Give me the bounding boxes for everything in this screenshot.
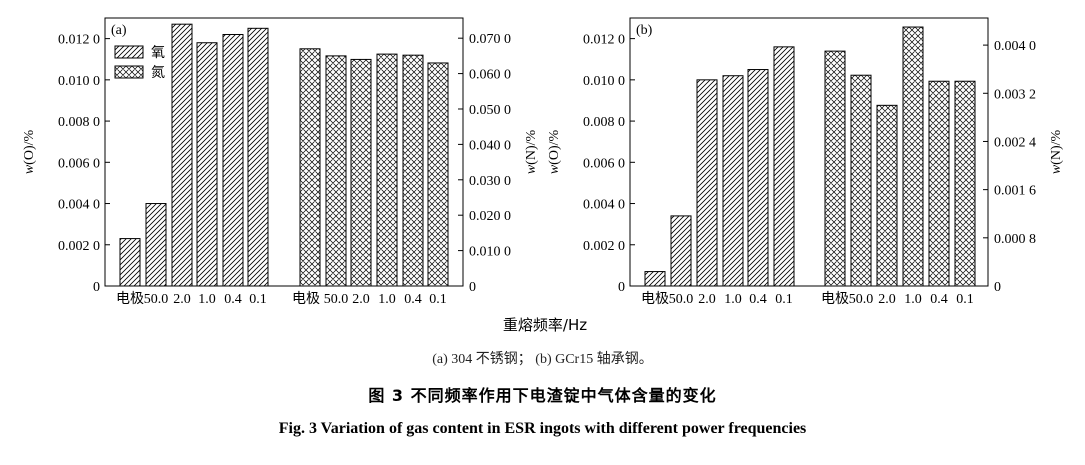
panel-label: (a) xyxy=(111,23,127,38)
legend-label-oxygen: 氧 xyxy=(151,45,165,61)
legend-swatch-oxygen xyxy=(114,45,144,59)
chart-panel-b: 0 0.002 0 0.004 0 0.006 0 0.008 0 0.010 0 0.01… xyxy=(547,17,1064,307)
bar-nitrogen xyxy=(954,80,976,287)
y-tick-label-left: 0.006 0 xyxy=(58,156,100,171)
y-tick-label-left: 0.010 0 xyxy=(583,74,625,89)
figure: 0 0.002 0 0.004 0 0.006 0 0.008 0 0.010 0 0.01… xyxy=(22,17,1064,334)
y-axis-title-right: w(N)/% xyxy=(524,130,539,175)
legend-label-nitrogen: 氮 xyxy=(151,65,165,81)
x-tick-label: 1.0 xyxy=(378,292,396,307)
y-tick-label-right: 0.050 0 xyxy=(469,103,511,118)
bar-oxygen xyxy=(196,42,218,287)
x-tick-label: 1.0 xyxy=(724,292,742,307)
x-tick-label: 电极 xyxy=(116,291,144,307)
x-tick-label: 0.4 xyxy=(404,292,422,307)
x-tick-label: 0.1 xyxy=(775,292,793,307)
y-tick-label-right: 0.030 0 xyxy=(469,174,511,189)
bar-nitrogen xyxy=(325,55,347,287)
y-tick-label-right: 0.060 0 xyxy=(469,68,511,83)
bar-nitrogen xyxy=(876,104,898,287)
y-tick-label-right: 0.002 4 xyxy=(994,135,1036,150)
y-tick-label-right: 0 xyxy=(994,280,1001,295)
x-tick-label: 2.0 xyxy=(352,292,370,307)
x-tick-label: 0.1 xyxy=(249,292,267,307)
x-tick-label: 50.0 xyxy=(324,292,349,307)
bar-nitrogen xyxy=(299,48,321,287)
y-tick-label-left: 0.010 0 xyxy=(58,74,100,89)
legend-swatch-nitrogen xyxy=(114,65,144,79)
bar-oxygen xyxy=(747,69,769,287)
y-tick-label-right: 0.010 0 xyxy=(469,245,511,260)
panel-label: (b) xyxy=(636,23,653,38)
bar-oxygen xyxy=(171,23,193,287)
bar-oxygen xyxy=(222,33,244,287)
x-tick-label: 1.0 xyxy=(904,292,922,307)
y-tick-label-left: 0 xyxy=(93,280,100,295)
y-tick-label-right: 0 xyxy=(469,280,476,295)
bar-oxygen xyxy=(644,271,666,287)
y-tick-label-left: 0.004 0 xyxy=(58,198,100,213)
plot-frame xyxy=(104,17,464,287)
y-tick-label-right: 0.000 8 xyxy=(994,232,1036,247)
x-tick-label: 0.4 xyxy=(930,292,948,307)
x-tick-label: 0.4 xyxy=(224,292,242,307)
y-tick-label-right: 0.040 0 xyxy=(469,138,511,153)
y-tick-label-right: 0.003 2 xyxy=(994,87,1036,102)
figure-caption-english: Fig. 3 Variation of gas content in ESR i… xyxy=(278,420,807,437)
y-tick-label-left: 0.008 0 xyxy=(58,115,100,130)
x-axis-title: 重熔频率/Hz xyxy=(503,316,587,334)
figure-subcaption: (a) 304 不锈钢； (b) GCr15 轴承钢。 xyxy=(432,352,653,367)
y-tick-label-left: 0.008 0 xyxy=(583,115,625,130)
y-tick-label-left: 0.002 0 xyxy=(58,239,100,254)
figure-caption-chinese: 图 3 不同频率作用下电渣锭中气体含量的变化 xyxy=(368,386,717,405)
x-tick-label: 2.0 xyxy=(698,292,716,307)
bar-nitrogen xyxy=(427,62,449,287)
y-tick-label-left: 0.012 0 xyxy=(583,33,625,48)
bar-oxygen xyxy=(696,79,718,287)
x-tick-label: 0.1 xyxy=(956,292,974,307)
bar-oxygen xyxy=(722,75,744,287)
chart-panel-a: 0 0.002 0 0.004 0 0.006 0 0.008 0 0.010 0 0.01… xyxy=(22,17,539,307)
bar-oxygen xyxy=(670,215,692,287)
x-tick-label: 50.0 xyxy=(669,292,694,307)
bar-nitrogen xyxy=(402,54,424,287)
x-tick-label: 电极 xyxy=(641,291,669,307)
x-tick-label: 电极 xyxy=(821,291,849,307)
x-tick-label: 2.0 xyxy=(878,292,896,307)
bar-oxygen xyxy=(145,203,167,287)
x-tick-label: 0.1 xyxy=(429,292,447,307)
y-tick-label-right: 0.020 0 xyxy=(469,209,511,224)
bar-nitrogen xyxy=(902,26,924,287)
plot-frame xyxy=(629,17,989,287)
y-tick-label-right: 0.001 6 xyxy=(994,184,1036,199)
x-tick-label: 1.0 xyxy=(198,292,216,307)
bar-oxygen xyxy=(773,46,795,287)
bar-nitrogen xyxy=(376,53,398,287)
x-tick-label: 0.4 xyxy=(749,292,767,307)
bar-nitrogen xyxy=(350,58,372,287)
y-tick-label-left: 0 xyxy=(618,280,625,295)
bar-nitrogen xyxy=(850,74,872,287)
bar-nitrogen xyxy=(824,50,846,287)
y-tick-label-right: 0.004 0 xyxy=(994,39,1036,54)
x-tick-label: 电极 xyxy=(292,291,320,307)
y-tick-label-left: 0.012 0 xyxy=(58,33,100,48)
x-tick-label: 2.0 xyxy=(173,292,191,307)
y-tick-label-right: 0.070 0 xyxy=(469,32,511,47)
x-tick-label: 50.0 xyxy=(144,292,169,307)
bar-nitrogen xyxy=(928,80,950,287)
y-tick-label-left: 0.002 0 xyxy=(583,239,625,254)
y-axis-title-left: w(O)/% xyxy=(547,130,562,175)
y-axis-title-right: w(N)/% xyxy=(1049,130,1064,175)
x-tick-label: 50.0 xyxy=(849,292,874,307)
y-tick-label-left: 0.004 0 xyxy=(583,198,625,213)
bar-oxygen xyxy=(119,238,141,287)
y-tick-label-left: 0.006 0 xyxy=(583,156,625,171)
y-axis-title-left: w(O)/% xyxy=(22,130,37,175)
bar-oxygen xyxy=(247,27,269,287)
